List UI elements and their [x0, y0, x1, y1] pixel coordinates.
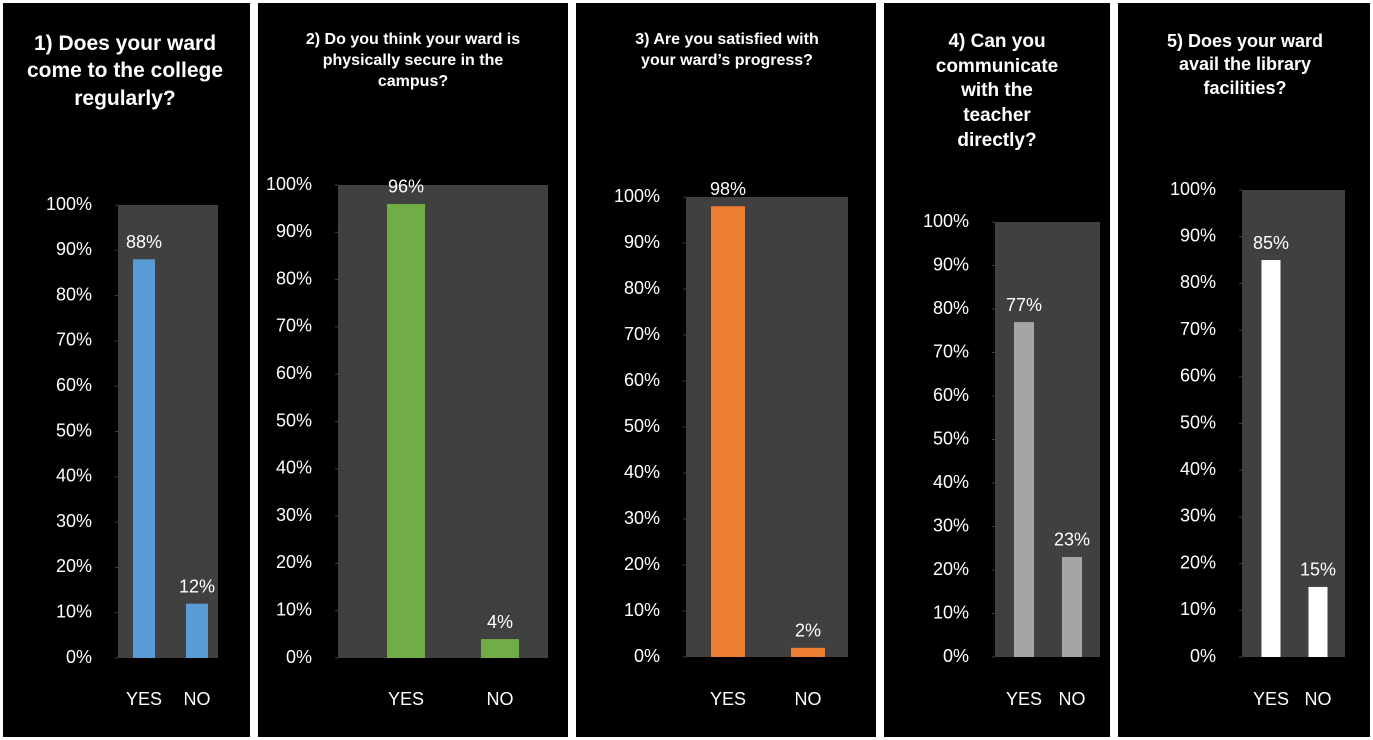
y-tick-label: 30% — [276, 505, 312, 525]
bar — [133, 259, 155, 658]
y-tick-label: 0% — [943, 646, 969, 666]
y-tick-label: 20% — [56, 556, 92, 576]
bar — [1062, 556, 1082, 657]
y-tick-label: 60% — [624, 370, 660, 390]
y-tick-label: 90% — [276, 221, 312, 241]
y-tick-label: 30% — [624, 508, 660, 528]
y-tick-label: 100% — [46, 194, 92, 214]
x-tick-label: YES — [388, 689, 424, 709]
y-tick-label: 100% — [614, 186, 660, 206]
y-tick-label: 40% — [1180, 459, 1216, 479]
y-tick-label: 30% — [933, 515, 969, 535]
data-label: 15% — [1300, 560, 1336, 580]
bar — [791, 647, 825, 657]
y-tick-label: 40% — [56, 466, 92, 486]
y-tick-label: 80% — [933, 298, 969, 318]
plot-area — [686, 197, 848, 657]
y-tick-label: 10% — [56, 601, 92, 621]
x-tick-label: NO — [1059, 689, 1086, 709]
data-label: 12% — [179, 576, 215, 596]
bar — [186, 603, 208, 658]
y-tick-label: 80% — [1180, 272, 1216, 292]
y-tick-label: 50% — [56, 420, 92, 440]
chart-title: 2) Do you think your ward is physically … — [305, 31, 521, 90]
x-tick-label: YES — [1253, 689, 1289, 709]
y-tick-label: 40% — [933, 472, 969, 492]
y-tick-label: 90% — [933, 254, 969, 274]
y-tick-label: 60% — [276, 363, 312, 383]
y-tick-label: 30% — [56, 511, 92, 531]
x-tick-label: YES — [710, 689, 746, 709]
y-tick-label: 60% — [56, 375, 92, 395]
data-label: 23% — [1054, 530, 1090, 550]
data-label: 85% — [1253, 233, 1289, 253]
y-tick-label: 50% — [624, 416, 660, 436]
plot-area — [1242, 190, 1345, 657]
y-tick-label: 70% — [624, 324, 660, 344]
y-tick-label: 50% — [276, 410, 312, 430]
y-tick-label: 100% — [266, 174, 312, 194]
y-tick-label: 60% — [1180, 366, 1216, 386]
data-label: 77% — [1006, 295, 1042, 315]
bar — [1261, 260, 1281, 657]
y-tick-label: 20% — [276, 552, 312, 572]
y-tick-label: 10% — [624, 600, 660, 620]
data-label: 96% — [388, 177, 424, 197]
y-tick-label: 20% — [1180, 552, 1216, 572]
y-tick-label: 70% — [933, 341, 969, 361]
y-tick-label: 80% — [56, 284, 92, 304]
y-tick-label: 90% — [56, 239, 92, 259]
chart-title: 3) Are you satisfied with your ward’s pr… — [635, 31, 819, 69]
x-tick-label: NO — [1305, 689, 1332, 709]
y-tick-label: 10% — [276, 599, 312, 619]
plot-area — [338, 185, 548, 658]
bar — [387, 203, 425, 659]
x-tick-label: NO — [795, 689, 822, 709]
x-tick-label: NO — [487, 689, 514, 709]
y-tick-label: 80% — [624, 278, 660, 298]
x-tick-label: YES — [126, 689, 162, 709]
bar — [711, 206, 745, 657]
y-tick-label: 40% — [624, 462, 660, 482]
y-tick-label: 30% — [1180, 506, 1216, 526]
bar — [1308, 586, 1328, 657]
y-tick-label: 0% — [66, 647, 92, 667]
data-label: 4% — [487, 612, 513, 632]
y-tick-label: 70% — [56, 330, 92, 350]
plot-area — [995, 222, 1100, 657]
chart-title: 1) Does your ward come to the college re… — [26, 32, 224, 110]
y-tick-label: 90% — [624, 232, 660, 252]
bar — [1014, 322, 1034, 657]
y-tick-label: 40% — [276, 458, 312, 478]
chart-title: 4) Can you communicate with the teacher … — [935, 31, 1059, 151]
y-tick-label: 80% — [276, 268, 312, 288]
y-tick-label: 0% — [634, 646, 660, 666]
y-tick-label: 70% — [1180, 319, 1216, 339]
data-label: 98% — [710, 179, 746, 199]
bar — [481, 639, 519, 658]
y-tick-label: 10% — [933, 602, 969, 622]
chart-title: 5) Does your ward avail the library faci… — [1166, 31, 1324, 98]
y-tick-label: 50% — [933, 428, 969, 448]
y-tick-label: 10% — [1180, 599, 1216, 619]
data-label: 88% — [126, 232, 162, 252]
y-tick-label: 70% — [276, 316, 312, 336]
y-tick-label: 50% — [1180, 412, 1216, 432]
y-tick-label: 0% — [1190, 646, 1216, 666]
y-tick-label: 20% — [933, 559, 969, 579]
y-tick-label: 100% — [923, 211, 969, 231]
y-tick-label: 100% — [1170, 179, 1216, 199]
y-tick-label: 0% — [286, 647, 312, 667]
y-tick-label: 60% — [933, 385, 969, 405]
x-tick-label: YES — [1006, 689, 1042, 709]
y-tick-label: 90% — [1180, 225, 1216, 245]
data-label: 2% — [795, 621, 821, 641]
x-tick-label: NO — [184, 689, 211, 709]
y-tick-label: 20% — [624, 554, 660, 574]
